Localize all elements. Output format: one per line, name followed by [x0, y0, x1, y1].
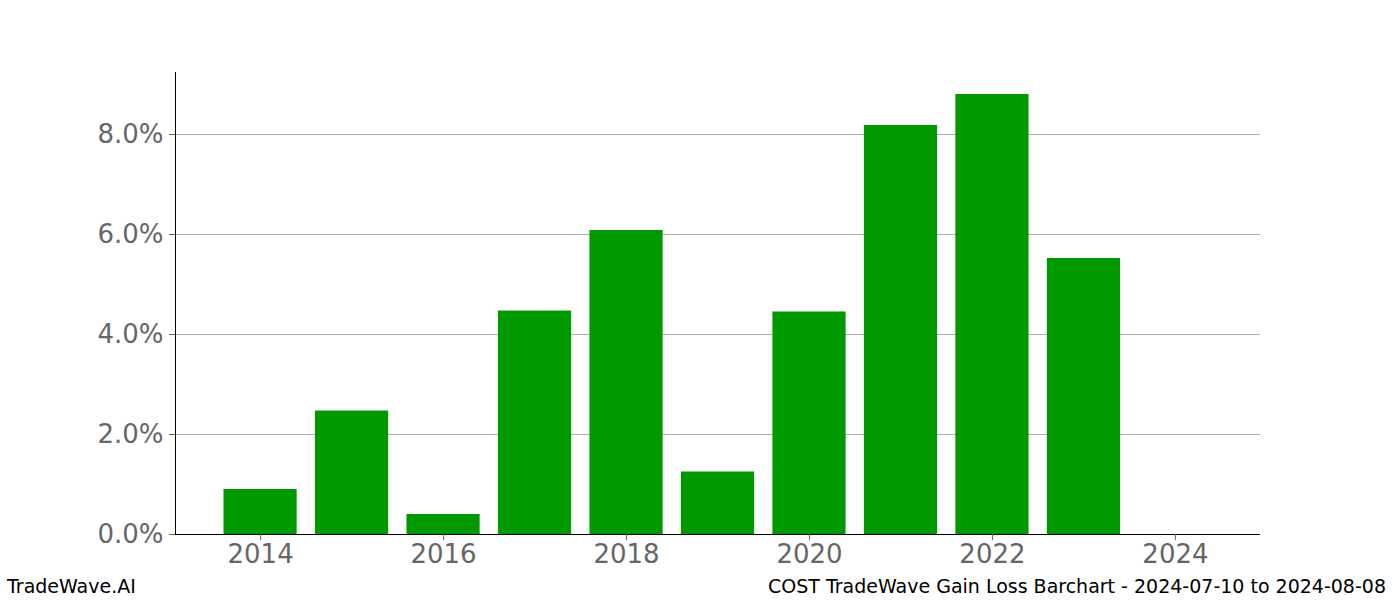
svg-text:2018: 2018 — [593, 539, 659, 569]
svg-text:8.0%: 8.0% — [97, 119, 163, 149]
html-text:COST TradeWave Gain Loss Barch: COST TradeWave Gain Loss Barchart - 2024… — [768, 575, 1386, 597]
svg-text:2014: 2014 — [227, 539, 293, 569]
svg-text:2020: 2020 — [776, 539, 842, 569]
svg-text:2016: 2016 — [410, 539, 476, 569]
svg-text:2024: 2024 — [1142, 539, 1208, 569]
svg-text:6.0%: 6.0% — [97, 219, 163, 249]
svg-text:4.0%: 4.0% — [97, 319, 163, 349]
svg-text:2.0%: 2.0% — [97, 419, 163, 449]
svg-text:0.0%: 0.0% — [97, 519, 163, 549]
html-text:TradeWave.AI: TradeWave.AI — [7, 575, 136, 597]
svg-text:2022: 2022 — [959, 539, 1025, 569]
